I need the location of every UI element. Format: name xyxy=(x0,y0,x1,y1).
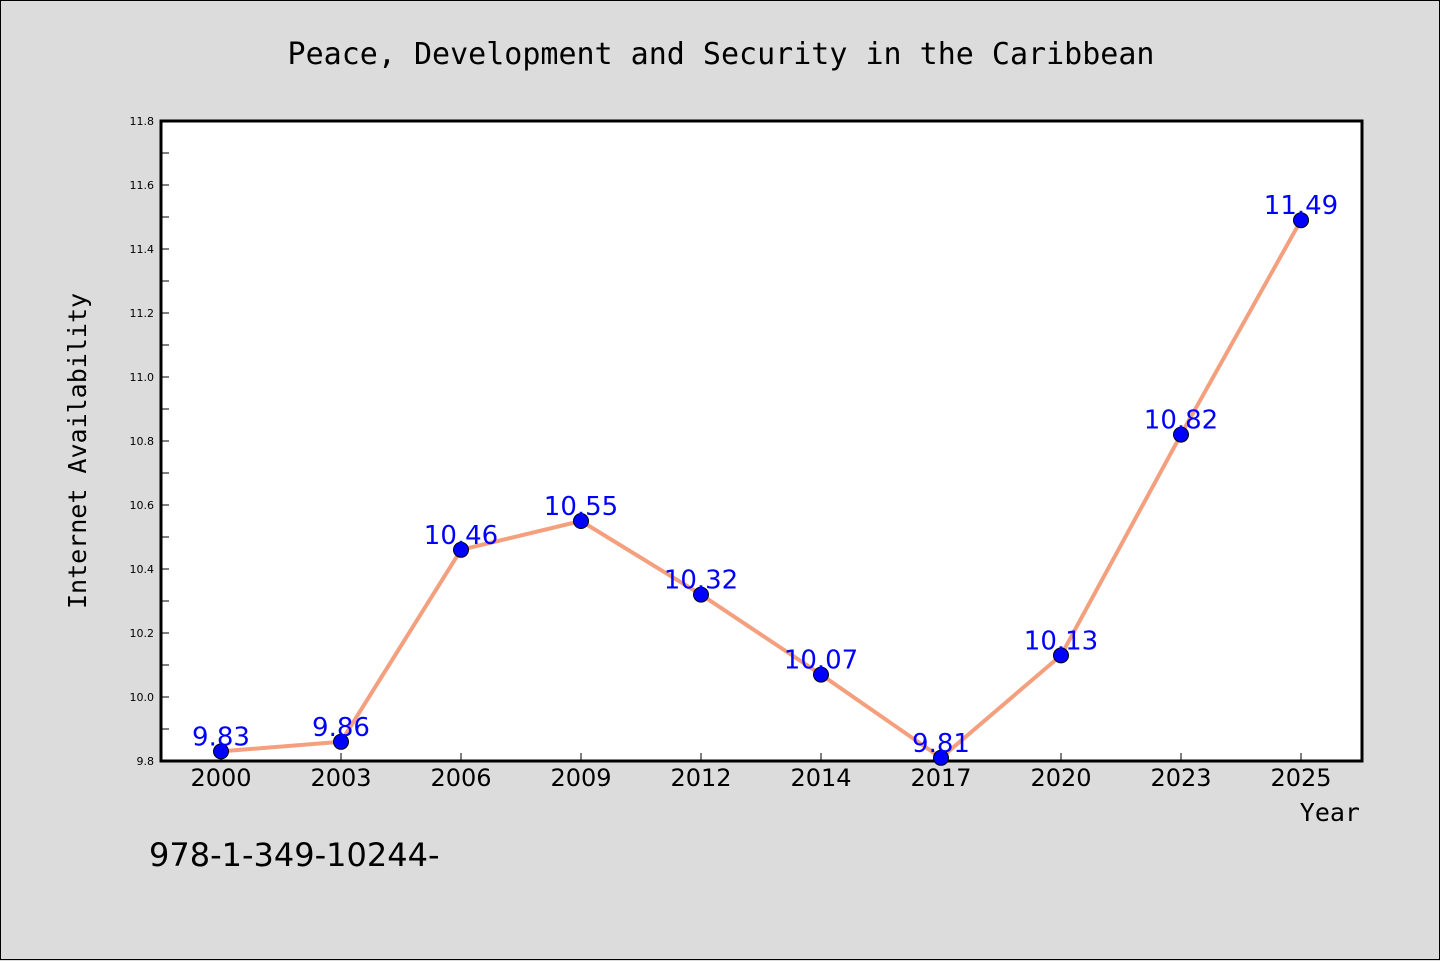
x-tick-label: 2025 xyxy=(1270,764,1331,792)
y-tick-label: 9.8 xyxy=(137,755,155,768)
data-label: 10.13 xyxy=(1024,626,1098,656)
x-tick-label: 2009 xyxy=(550,764,611,792)
data-point-marker xyxy=(1053,647,1069,664)
data-point-marker xyxy=(1173,426,1189,443)
y-tick-label: 10.2 xyxy=(130,627,155,640)
data-point-marker xyxy=(1293,212,1309,229)
y-tick-label: 11.4 xyxy=(130,243,155,256)
y-tick-label: 10.8 xyxy=(130,435,155,448)
data-label: 10.55 xyxy=(544,492,618,522)
data-point-marker xyxy=(933,749,949,766)
y-tick-label: 11.0 xyxy=(130,371,155,384)
x-tick-label: 2006 xyxy=(430,764,491,792)
x-tick-label: 2014 xyxy=(790,764,851,792)
y-tick-label: 11.2 xyxy=(130,307,155,320)
x-axis: 2000 2003 2006 2009 2012 2014 2017 2020 2023 2025 xyxy=(190,753,1332,792)
x-tick-label: 2012 xyxy=(670,764,731,792)
x-tick-label: 2017 xyxy=(910,764,971,792)
x-axis-label: Year xyxy=(1300,798,1360,827)
x-tick-label: 2000 xyxy=(190,764,251,792)
data-label: 9.81 xyxy=(912,729,970,759)
footnote-isbn: 978-1-349-10244- xyxy=(149,836,440,874)
y-tick-label: 10.6 xyxy=(130,499,155,512)
data-point-marker xyxy=(693,586,709,603)
x-tick-label: 2003 xyxy=(310,764,371,792)
plot-area xyxy=(159,119,1364,763)
y-tick-label: 11.8 xyxy=(130,115,155,128)
x-tick-label: 2020 xyxy=(1030,764,1091,792)
data-point-marker xyxy=(333,733,349,750)
data-label: 11.49 xyxy=(1264,191,1338,221)
data-label-group: 9.83 9.86 10.46 10.55 10.32 10.07 9.81 10.13 10.… xyxy=(192,191,1338,759)
x-tick-label: 2023 xyxy=(1150,764,1211,792)
data-point-marker xyxy=(573,513,589,529)
data-label: 9.83 xyxy=(192,722,250,752)
chart-title: Peace, Development and Security in the C… xyxy=(288,37,1155,72)
series-line xyxy=(220,219,1303,760)
data-label: 10.82 xyxy=(1144,406,1218,436)
y-tick-label: 11.6 xyxy=(130,179,155,192)
y-axis: 9.8 10.0 10.2 10.4 10.6 10.8 11.0 11.2 11.4 11.6 1… xyxy=(130,115,169,768)
data-label: 10.32 xyxy=(664,566,738,596)
data-label: 10.07 xyxy=(784,646,858,676)
series-line-group xyxy=(213,212,1309,766)
data-label: 9.86 xyxy=(312,713,370,743)
data-point-marker xyxy=(453,541,469,558)
y-tick-label: 10.0 xyxy=(130,691,155,704)
y-tick-label: 10.4 xyxy=(130,563,155,576)
data-label: 10.46 xyxy=(424,521,498,551)
data-point-marker xyxy=(813,666,829,683)
data-point-marker xyxy=(213,743,229,760)
y-axis-label: Internet Availability xyxy=(63,293,92,609)
